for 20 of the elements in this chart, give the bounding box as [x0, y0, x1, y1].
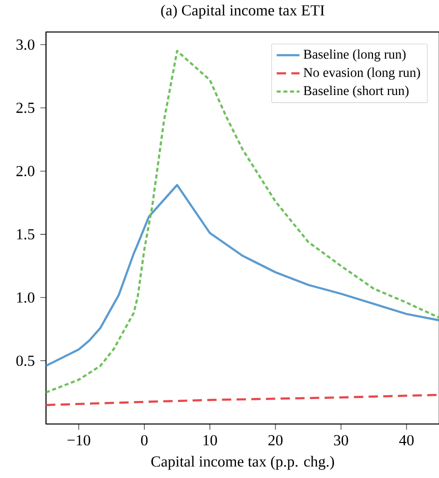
x-tick-label: 40: [399, 435, 414, 446]
x-tick-label: 30: [334, 435, 348, 446]
line-series: [46, 50, 439, 394]
x-tick-label: −10: [68, 435, 90, 446]
y-tick-label: 1.5: [17, 229, 34, 240]
y-tick-label: 0.5: [16, 356, 34, 366]
y-tick-label: 1.0: [17, 292, 34, 303]
x-tick-label: 0: [141, 435, 148, 446]
x-axis-title: Capital income tax (p.p. chg.): [151, 456, 334, 470]
chart-title: (a) Capital income tax ETI: [161, 4, 324, 19]
x-tick-label: 20: [268, 435, 283, 446]
x-tick-label: 10: [204, 435, 217, 446]
legend-label: Baseline (long run): [304, 49, 406, 62]
legend-label: No evasion (long run): [304, 68, 420, 80]
y-tick-label: 2.5: [16, 102, 34, 114]
line-series: [46, 184, 439, 367]
y-tick-label: 2.0: [16, 166, 34, 176]
line-series: [46, 394, 439, 406]
y-tick-label: 3.0: [16, 39, 34, 50]
legend-label: Baseline (short run): [304, 86, 409, 98]
